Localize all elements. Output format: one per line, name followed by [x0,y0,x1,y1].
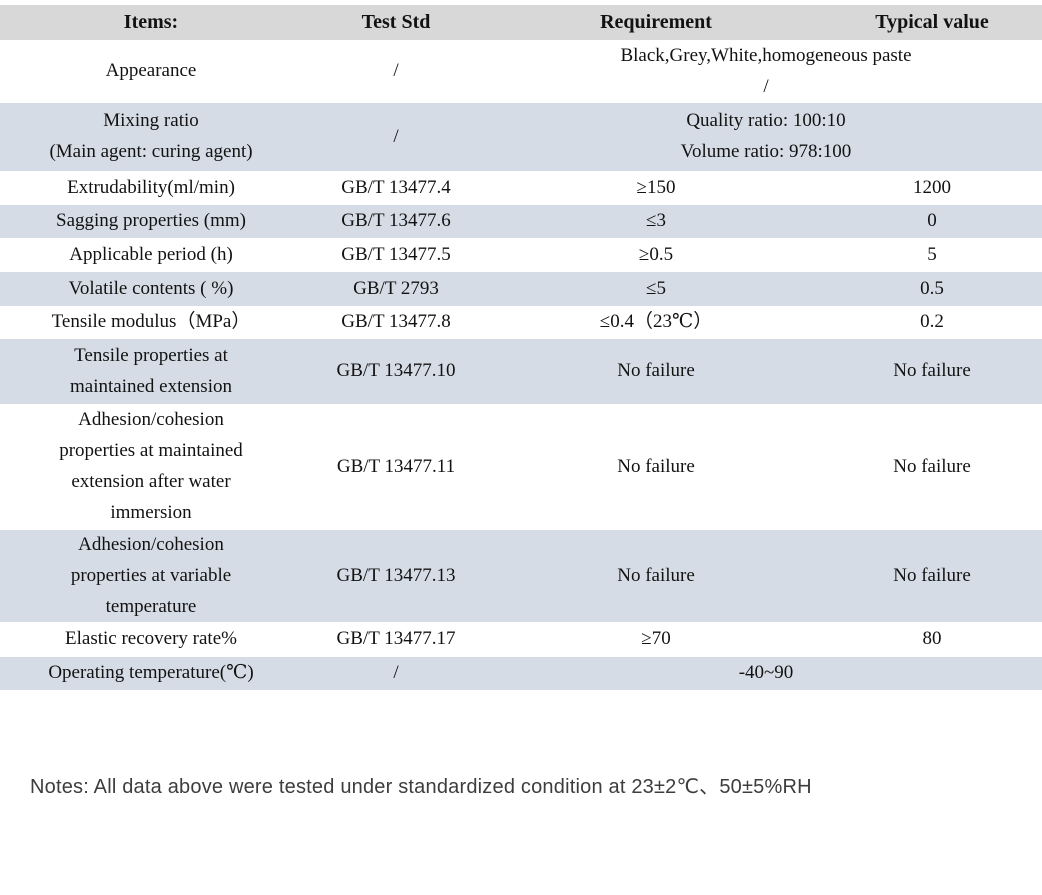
header-row: Items: Test Std Requirement Typical valu… [0,5,1042,40]
requirement-cell: ≥0.5 [638,243,674,265]
item-cell: Applicable period (h) [69,243,233,265]
table-row-applicable-period: Applicable period (h) GB/T 13477.5 ≥0.5 … [0,238,1042,272]
table-row-elastic-recovery: Elastic recovery rate% GB/T 13477.17 ≥70… [0,622,1042,657]
test-std-cell: / [393,60,399,82]
item-cell: Tensile modulus（MPa） [51,311,251,333]
item-cell: Elastic recovery rate% [65,628,237,650]
table-row-adhesion-water-immersion: Adhesion/cohesion properties at maintain… [0,404,1042,530]
column-header-test-std: Test Std [302,5,490,40]
item-cell: Adhesion/cohesion properties at maintain… [59,409,243,523]
test-std-cell: GB/T 2793 [302,272,490,306]
item-cell: Appearance [105,60,197,82]
table-row-adhesion-variable-temperature: Adhesion/cohesion properties at variable… [0,530,1042,623]
table-row-tensile-properties: Tensile properties at maintained extensi… [0,339,1042,404]
test-std-cell: GB/T 13477.8 [341,311,451,333]
notes-text: Notes: All data above were tested under … [30,776,812,799]
requirement-cell: ≥70 [641,628,671,650]
test-std-cell: GB/T 13477.6 [302,205,490,238]
item-cell: Tensile properties at maintained extensi… [0,339,302,404]
table-row-tensile-modulus: Tensile modulus（MPa） GB/T 13477.8 ≤0.4（2… [0,306,1042,339]
merged-value-cell: -40~90 [490,657,1042,691]
item-cell: Sagging properties (mm) [0,205,302,238]
column-header-items: Items: [0,5,302,40]
requirement-cell: No failure [490,530,822,623]
test-std-cell: GB/T 13477.11 [336,455,456,477]
item-cell: Adhesion/cohesion properties at variable… [0,530,302,623]
requirement-cell: No failure [617,455,695,477]
merged-value-cell: Black,Grey,White,homogeneous paste / [620,44,912,97]
requirement-cell: ≤3 [490,205,822,238]
typical-value-cell: 0 [822,205,1042,238]
merged-value-cell: Quality ratio: 100:10 Volume ratio: 978:… [490,103,1042,171]
test-std-cell: GB/T 13477.17 [336,628,456,650]
item-cell: Mixing ratio (Main agent: curing agent) [0,103,302,171]
test-std-cell: GB/T 13477.5 [341,243,451,265]
requirement-cell: ≤0.4（23℃） [599,311,713,333]
test-std-cell: GB/T 13477.4 [341,176,451,198]
typical-value-cell: 5 [927,243,937,265]
typical-value-cell: 1200 [913,176,951,198]
table-row-sagging-properties: Sagging properties (mm) GB/T 13477.6 ≤3 … [0,205,1042,238]
table-row-extrudability: Extrudability(ml/min) GB/T 13477.4 ≥150 … [0,171,1042,205]
table-row-volatile-contents: Volatile contents ( %) GB/T 2793 ≤5 0.5 [0,272,1042,306]
typical-value-cell: No failure [893,455,971,477]
test-std-cell: / [302,103,490,171]
spec-table: Items: Test Std Requirement Typical valu… [0,5,1042,691]
test-std-cell: GB/T 13477.13 [302,530,490,623]
table-row-appearance: Appearance / Black,Grey,White,homogeneou… [0,40,1042,103]
test-std-cell: / [302,657,490,691]
typical-value-cell: 80 [922,628,942,650]
table-row-mixing-ratio: Mixing ratio (Main agent: curing agent) … [0,103,1042,171]
typical-value-cell: 0.2 [920,311,944,333]
test-std-cell: GB/T 13477.10 [302,339,490,404]
column-header-typical-value: Typical value [822,5,1042,40]
item-cell: Operating temperature(℃) [0,657,302,691]
typical-value-cell: No failure [822,530,1042,623]
item-cell: Volatile contents ( %) [0,272,302,306]
requirement-cell: No failure [490,339,822,404]
typical-value-cell: No failure [822,339,1042,404]
requirement-cell: ≤5 [490,272,822,306]
column-header-requirement: Requirement [490,5,822,40]
typical-value-cell: 0.5 [822,272,1042,306]
item-cell: Extrudability(ml/min) [67,176,235,198]
table-row-operating-temperature: Operating temperature(℃) / -40~90 [0,657,1042,691]
requirement-cell: ≥150 [636,176,676,198]
